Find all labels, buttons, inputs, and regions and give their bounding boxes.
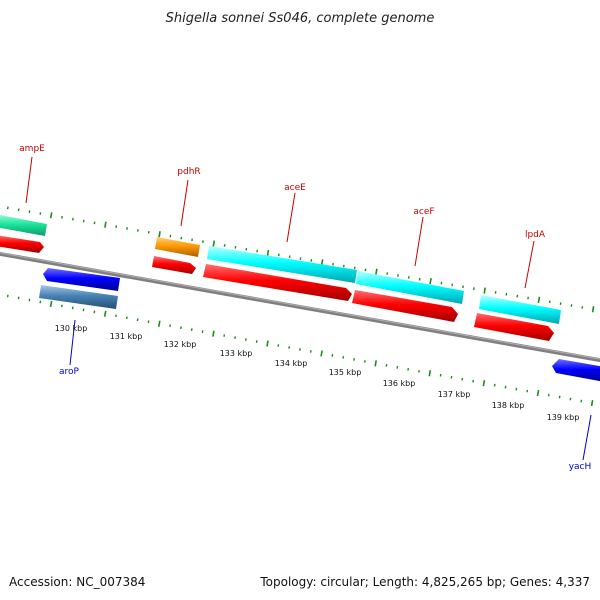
inner-tick-mark — [71, 306, 74, 310]
outer-tick-mark — [462, 285, 464, 289]
outer-tick-mark — [212, 240, 216, 247]
gene-label-yacH[interactable]: yacH — [569, 462, 592, 472]
inner-tick-track — [6, 294, 594, 407]
inner-tick-mark — [482, 380, 486, 387]
inner-tick-mark — [266, 340, 269, 347]
inner-tick-mark — [49, 300, 53, 308]
inner-tick-mark — [299, 348, 301, 351]
outer-tick-mark — [407, 275, 410, 279]
outer-tick-mark — [591, 306, 595, 313]
outer-tick-mark — [104, 221, 107, 228]
outer-tick-mark — [483, 287, 486, 294]
inner-tick-mark — [536, 389, 540, 397]
gene-label-aceE[interactable]: aceE — [284, 183, 306, 193]
inner-tick-mark — [320, 350, 323, 357]
inner-tick-mark — [234, 336, 236, 339]
outer-tick-mark — [429, 278, 432, 285]
gene-labels: ampE pdhR aceE aceF lpdA aroP yacH — [19, 144, 591, 472]
outer-tick-mark — [266, 249, 270, 257]
outer-tick-mark — [126, 227, 128, 230]
outer-tick-mark — [537, 296, 541, 304]
cds-pdhR-arrow[interactable] — [152, 256, 196, 274]
inner-tick-mark — [103, 310, 107, 317]
gene-aceE-feature[interactable] — [207, 246, 357, 283]
cds-ampE-arrow[interactable] — [0, 235, 44, 253]
scale-labels: 130 kbp 131 kbp 132 kbp 133 kbp 134 kbp … — [55, 324, 580, 422]
inner-tick-mark — [515, 387, 518, 391]
outer-tick-mark — [39, 212, 42, 215]
inner-tick-mark — [461, 377, 464, 381]
map-title: Shigella sonnei Ss046, complete genome — [166, 11, 435, 26]
inner-tick-mark — [407, 367, 410, 371]
scale-label: 135 kbp — [329, 368, 362, 377]
scale-label: 136 kbp — [383, 379, 416, 388]
cds-aceE-arrow[interactable] — [203, 264, 352, 301]
gene-label-aroP[interactable]: aroP — [59, 367, 80, 377]
scale-label: 130 kbp — [55, 324, 88, 333]
outer-tick-mark — [570, 304, 573, 307]
gene-aroP-feature[interactable] — [39, 285, 118, 309]
genome-backbone — [0, 251, 600, 363]
scale-label: 131 kbp — [110, 332, 143, 341]
inner-tick-mark — [590, 399, 594, 407]
scale-label: 133 kbp — [220, 349, 253, 358]
scale-label: 138 kbp — [492, 401, 525, 410]
gene-label-lpdA[interactable]: lpdA — [525, 230, 546, 240]
scale-label: 132 kbp — [164, 340, 197, 349]
cds-lpdA-arrow[interactable] — [474, 313, 554, 341]
gene-ampE-feature[interactable] — [0, 214, 47, 236]
inner-tick-mark — [180, 326, 182, 330]
gene-pdhR-feature[interactable] — [155, 237, 200, 257]
forward-cds-track — [0, 235, 554, 341]
topology-text: Topology: circular; Length: 4,825,265 bp… — [259, 575, 590, 589]
inner-tick-mark — [288, 346, 291, 349]
inner-tick-mark — [212, 330, 215, 337]
outer-tick-mark — [516, 294, 519, 298]
inner-tick-mark — [353, 358, 355, 361]
label-leaders — [25, 156, 592, 461]
gene-aceF-feature[interactable] — [356, 271, 464, 304]
outer-tick-mark — [6, 206, 9, 210]
cds-yacH-arrow[interactable] — [552, 359, 600, 382]
inner-tick-mark — [17, 296, 20, 300]
outer-tick-track — [6, 206, 595, 313]
gene-label-ampE[interactable]: ampE — [19, 144, 45, 154]
scale-label: 137 kbp — [438, 390, 471, 399]
outer-tick-mark — [234, 245, 237, 249]
outer-tick-mark — [375, 268, 378, 275]
outer-tick-mark — [93, 221, 96, 225]
gene-lpdA-feature[interactable] — [479, 295, 561, 324]
inner-tick-mark — [136, 318, 139, 322]
inner-tick-mark — [558, 395, 561, 399]
inner-tick-mark — [428, 370, 432, 377]
scale-label: 139 kbp — [547, 413, 580, 422]
accession-text: Accession: NC_007384 — [9, 575, 145, 589]
inner-tick-mark — [82, 308, 85, 312]
outer-tick-mark — [180, 236, 183, 240]
cds-aroP-arrow[interactable] — [43, 268, 120, 291]
gene-label-aceF[interactable]: aceF — [413, 207, 434, 217]
inner-tick-mark — [244, 338, 247, 341]
outer-tick-mark — [49, 212, 53, 219]
inner-tick-mark — [374, 360, 377, 367]
outer-tick-mark — [288, 255, 291, 259]
outer-tick-mark — [158, 231, 161, 238]
inner-tick-mark — [569, 397, 572, 401]
forward-gene-track — [0, 214, 561, 324]
inner-tick-mark — [158, 320, 161, 327]
inner-tick-mark — [190, 328, 193, 332]
inner-tick-mark — [28, 298, 31, 302]
gene-label-pdhR[interactable]: pdhR — [177, 167, 200, 177]
inner-tick-mark — [396, 365, 399, 369]
inner-tick-mark — [342, 356, 345, 359]
cds-aceF-arrow[interactable] — [352, 290, 458, 322]
inner-tick-mark — [504, 385, 507, 389]
reverse-gene-track — [39, 268, 600, 382]
inner-tick-mark — [125, 316, 128, 320]
scale-label: 134 kbp — [275, 359, 308, 368]
outer-tick-mark — [147, 230, 150, 234]
inner-tick-mark — [450, 375, 453, 379]
